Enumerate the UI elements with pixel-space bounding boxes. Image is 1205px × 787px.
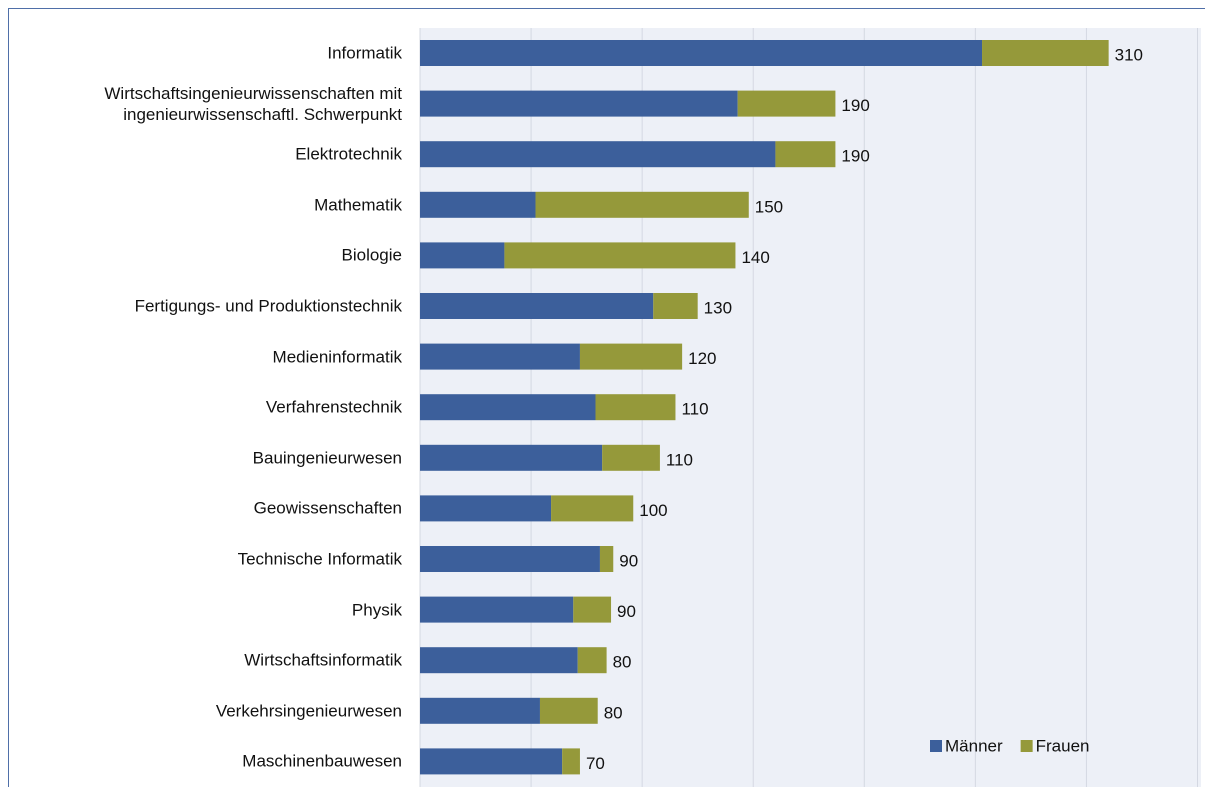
bar-segment: [420, 647, 578, 674]
category-label: Maschinenbauwesen: [242, 751, 402, 771]
category-label: Verfahrenstechnik: [265, 397, 402, 417]
category-label: Wirtschaftsinformatik: [244, 650, 402, 670]
bar-segment: [420, 748, 563, 775]
bar-segment: [602, 444, 660, 471]
total-label: 140: [741, 248, 769, 267]
category-label: Wirtschaftsingenieurwissenschaften mit i…: [104, 83, 402, 124]
bar-segment: [599, 546, 614, 572]
bar-segment: [982, 40, 1109, 66]
bar-segment: [539, 697, 598, 724]
category-label: Elektrotechnik: [295, 144, 402, 164]
bar-segment: [420, 444, 603, 471]
category-label: Mathematik: [314, 195, 402, 215]
total-label: 150: [755, 197, 783, 216]
category-label: Geowissenschaften: [253, 498, 402, 518]
total-label: 70: [586, 754, 605, 773]
legend-swatch: [1020, 740, 1033, 752]
bar-segment: [775, 141, 836, 168]
bar-segment: [573, 596, 612, 623]
total-label: 190: [841, 96, 869, 115]
bar-segment: [562, 748, 580, 775]
category-label: Technische Informatik: [237, 549, 402, 569]
bar-segment: [737, 90, 836, 117]
bar-segment: [577, 647, 607, 674]
bar-segment: [420, 191, 536, 218]
bar-segment: [504, 242, 736, 269]
category-label: Informatik: [327, 43, 402, 63]
total-label: 310: [1115, 45, 1143, 64]
legend-label: Frauen: [1036, 736, 1090, 755]
bar-segment: [653, 293, 698, 319]
frame: [8, 8, 1205, 787]
category-label: Physik: [351, 600, 402, 620]
total-label: 80: [604, 703, 623, 722]
bar-segment: [535, 191, 749, 218]
bar-segment: [420, 40, 983, 66]
category-label: Bauingenieurwesen: [252, 448, 402, 468]
total-label: 100: [639, 501, 667, 520]
bar-segment: [420, 141, 776, 168]
total-label: 110: [681, 400, 708, 419]
bar-segment: [579, 343, 683, 370]
category-label: Fertigungs- und Produktionstechnik: [134, 296, 402, 316]
bar-segment: [595, 394, 676, 421]
bar-segment: [420, 495, 552, 522]
bar-segment: [420, 697, 540, 724]
category-label: Medieninformatik: [272, 347, 402, 367]
total-label: 110: [666, 450, 693, 469]
legend-swatch: [930, 740, 942, 752]
total-label: 90: [617, 602, 636, 621]
total-label: 90: [619, 551, 638, 570]
bar-segment: [420, 394, 596, 421]
total-label: 120: [688, 349, 716, 368]
legend-label: Männer: [945, 736, 1003, 755]
total-label: 80: [613, 653, 632, 672]
total-label: 190: [841, 147, 869, 166]
bar-segment: [420, 546, 600, 572]
bar-segment: [420, 242, 505, 269]
category-label: Verkehrsingenieurwesen: [215, 701, 402, 721]
bar-segment: [420, 596, 574, 623]
category-label: Biologie: [341, 245, 403, 265]
bar-segment: [551, 495, 634, 522]
total-label: 130: [704, 298, 732, 317]
bar-segment: [420, 90, 738, 117]
bar-segment: [420, 293, 654, 319]
bar-segment: [420, 343, 580, 370]
